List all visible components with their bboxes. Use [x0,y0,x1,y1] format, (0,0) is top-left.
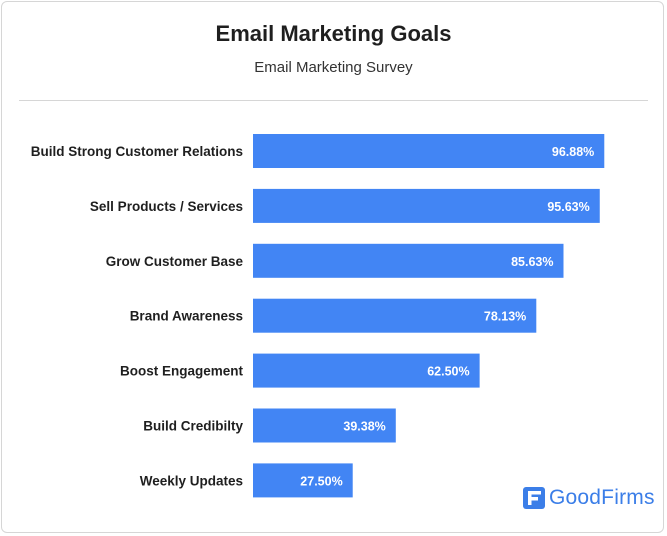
bar [253,408,396,443]
bar-value-label: 27.50% [300,474,342,488]
bar [253,243,564,278]
bar [253,298,537,333]
goodfirms-logo[interactable]: GoodFirms [523,486,655,510]
bar-value-label: 39.38% [343,420,385,434]
bar [253,188,600,223]
goodfirms-logo-icon [523,487,545,509]
category-label: Grow Customer Base [106,254,244,269]
header-divider [19,100,648,101]
bar-value-label: 85.63% [511,255,553,269]
goodfirms-logo-text: GoodFirms [549,486,655,509]
bar-value-label: 62.50% [427,365,469,379]
bar [253,463,353,498]
category-label: Boost Engagement [120,364,244,379]
category-label: Sell Products / Services [90,199,243,214]
chart-title: Email Marketing Goals [215,21,452,46]
chart-subtitle: Email Marketing Survey [254,59,413,76]
category-label: Weekly Updates [140,473,243,488]
bar [253,353,480,388]
bar-value-label: 95.63% [547,200,589,214]
category-label: Build Credibilty [143,419,243,434]
category-label: Build Strong Customer Relations [31,144,243,159]
bar-value-label: 96.88% [552,145,594,159]
bar [253,134,605,168]
bar-value-label: 78.13% [484,310,526,324]
category-label: Brand Awareness [130,309,243,324]
